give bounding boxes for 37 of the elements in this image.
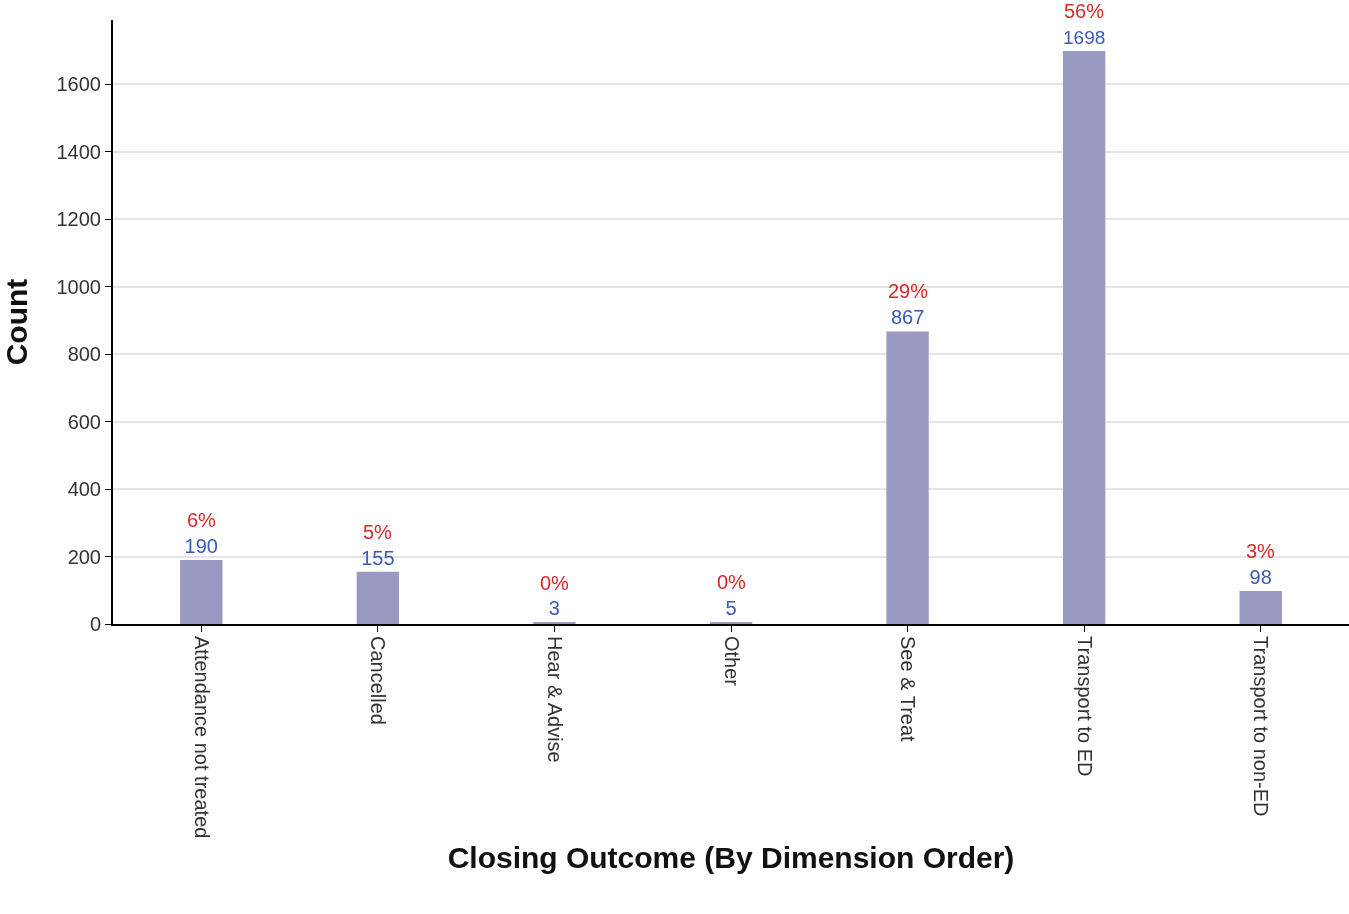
x-tick-label: Transport to non-ED (1250, 636, 1273, 817)
y-tick-label: 1000 (56, 275, 101, 298)
annotation: 0% (717, 571, 747, 593)
data-label: 98 (1249, 565, 1272, 588)
x-tick-label: See & Treat (897, 636, 920, 743)
y-tick-label: 400 (67, 478, 101, 501)
y-tick-label: 200 (67, 545, 101, 568)
annotation: 3% (1246, 540, 1276, 562)
x-tick-label: Attendance not treated (190, 636, 213, 839)
y-tick-label: 1200 (56, 208, 101, 231)
data-label: 867 (890, 306, 925, 329)
x-tick-label: Cancelled (367, 636, 390, 725)
bar (1062, 51, 1106, 624)
annotation: 0% (540, 572, 570, 594)
y-axis-title: Count (0, 278, 33, 366)
y-tick-label: 1600 (56, 73, 101, 96)
annotation: 5% (363, 521, 393, 543)
bar (886, 331, 929, 624)
x-tick-label: Other (720, 636, 743, 687)
y-tick-label: 600 (67, 410, 101, 433)
x-tick-label: Transport to ED (1073, 636, 1096, 777)
y-tick-label: 1400 (56, 140, 101, 163)
annotation: 56% (1064, 0, 1105, 22)
data-label: 3 (548, 597, 560, 619)
bar (180, 559, 223, 624)
y-tick-label: 800 (67, 343, 101, 366)
bar (1239, 590, 1282, 624)
y-tick-label: 0 (89, 613, 101, 635)
data-label: 190 (184, 534, 218, 557)
annotation: 29% (888, 280, 929, 302)
x-axis-title: Closing Outcome (By Dimension Order) (447, 841, 1015, 875)
data-label: 5 (725, 597, 737, 619)
data-label: 1698 (1062, 27, 1106, 49)
data-label: 155 (361, 546, 395, 569)
annotation: 6% (187, 509, 217, 531)
x-tick-label: Hear & Advise (543, 636, 566, 763)
bar (356, 571, 400, 624)
